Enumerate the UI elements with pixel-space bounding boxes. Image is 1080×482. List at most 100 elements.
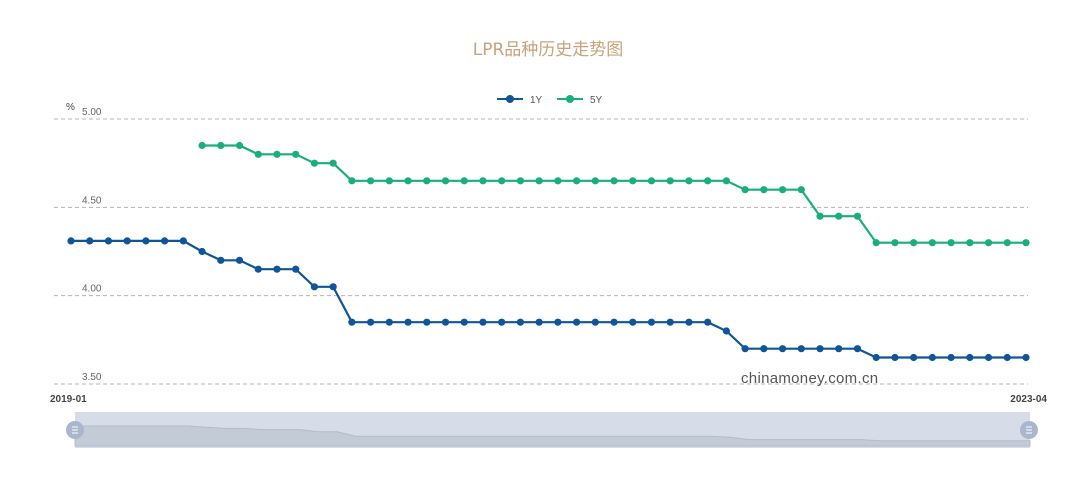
data-point-5y[interactable] — [235, 141, 244, 150]
data-point-5y[interactable] — [928, 239, 936, 247]
data-point-1y[interactable] — [966, 353, 974, 362]
data-point-1y[interactable] — [853, 345, 862, 353]
data-point-1y[interactable] — [666, 318, 674, 326]
data-point-5y[interactable] — [872, 239, 880, 247]
data-point-5y[interactable] — [385, 177, 393, 185]
data-point-1y[interactable] — [179, 237, 187, 245]
data-point-5y[interactable] — [853, 212, 862, 220]
data-point-1y[interactable] — [404, 318, 412, 326]
data-point-5y[interactable] — [778, 186, 787, 194]
data-point-1y[interactable] — [816, 345, 824, 353]
data-point-5y[interactable] — [966, 239, 974, 247]
data-point-1y[interactable] — [67, 237, 75, 245]
data-point-1y[interactable] — [86, 237, 94, 245]
data-point-1y[interactable] — [591, 318, 599, 326]
data-point-1y[interactable] — [329, 283, 337, 291]
data-point-1y[interactable] — [479, 318, 487, 326]
data-point-5y[interactable] — [722, 177, 730, 185]
data-point-1y[interactable] — [235, 256, 244, 264]
data-point-5y[interactable] — [666, 177, 674, 185]
legend-item-1y[interactable]: 1Y — [497, 95, 543, 106]
data-point-5y[interactable] — [348, 177, 356, 185]
data-point-5y[interactable] — [254, 150, 262, 158]
legend-item-5y[interactable]: 5Y — [557, 95, 603, 106]
data-point-1y[interactable] — [647, 318, 656, 326]
data-point-1y[interactable] — [254, 265, 262, 273]
data-point-1y[interactable] — [460, 318, 468, 326]
data-point-1y[interactable] — [685, 318, 693, 326]
data-point-1y[interactable] — [572, 318, 581, 326]
data-point-5y[interactable] — [479, 177, 487, 185]
data-point-1y[interactable] — [104, 237, 113, 245]
data-point-5y[interactable] — [535, 177, 543, 185]
data-point-1y[interactable] — [441, 318, 450, 326]
data-point-1y[interactable] — [123, 237, 131, 245]
data-point-1y[interactable] — [292, 265, 300, 273]
data-point-5y[interactable] — [797, 186, 805, 194]
data-point-5y[interactable] — [947, 239, 955, 247]
data-point-1y[interactable] — [872, 353, 880, 362]
data-point-1y[interactable] — [554, 318, 562, 326]
data-point-5y[interactable] — [910, 239, 918, 247]
data-point-5y[interactable] — [572, 177, 581, 185]
data-point-1y[interactable] — [910, 353, 918, 362]
data-point-1y[interactable] — [535, 318, 543, 326]
data-point-5y[interactable] — [292, 150, 300, 158]
data-point-1y[interactable] — [704, 318, 712, 326]
data-point-1y[interactable] — [385, 318, 393, 326]
data-point-1y[interactable] — [516, 318, 525, 326]
data-point-5y[interactable] — [1003, 239, 1011, 247]
data-point-5y[interactable] — [329, 159, 337, 167]
data-point-5y[interactable] — [591, 177, 599, 185]
data-point-1y[interactable] — [498, 318, 506, 326]
data-point-1y[interactable] — [273, 265, 281, 273]
data-point-5y[interactable] — [741, 186, 749, 194]
data-point-1y[interactable] — [348, 318, 356, 326]
data-point-5y[interactable] — [685, 177, 693, 185]
data-point-5y[interactable] — [610, 177, 618, 185]
data-point-5y[interactable] — [460, 177, 468, 185]
data-point-5y[interactable] — [404, 177, 412, 185]
data-point-1y[interactable] — [891, 353, 899, 362]
data-point-5y[interactable] — [498, 177, 506, 185]
data-point-5y[interactable] — [835, 212, 843, 220]
data-point-1y[interactable] — [778, 345, 787, 353]
data-point-1y[interactable] — [217, 256, 225, 264]
data-point-1y[interactable] — [928, 353, 936, 362]
data-point-1y[interactable] — [423, 318, 431, 326]
slider-start-handle[interactable] — [66, 421, 84, 439]
data-point-5y[interactable] — [1022, 239, 1030, 247]
data-point-1y[interactable] — [310, 283, 319, 291]
data-point-1y[interactable] — [741, 345, 749, 353]
data-point-5y[interactable] — [198, 141, 206, 150]
data-point-5y[interactable] — [647, 177, 656, 185]
data-point-1y[interactable] — [722, 327, 730, 335]
data-point-1y[interactable] — [984, 353, 993, 362]
data-point-5y[interactable] — [760, 186, 768, 194]
data-point-1y[interactable] — [142, 237, 150, 245]
data-point-5y[interactable] — [516, 177, 525, 185]
data-point-5y[interactable] — [217, 141, 225, 150]
data-point-1y[interactable] — [629, 318, 637, 326]
data-point-1y[interactable] — [835, 345, 843, 353]
data-point-1y[interactable] — [161, 237, 169, 245]
data-point-5y[interactable] — [704, 177, 712, 185]
data-point-1y[interactable] — [1022, 353, 1030, 362]
data-point-5y[interactable] — [310, 159, 319, 167]
data-point-1y[interactable] — [610, 318, 618, 326]
data-point-1y[interactable] — [367, 318, 375, 326]
slider-end-handle[interactable] — [1020, 421, 1038, 439]
data-point-5y[interactable] — [629, 177, 637, 185]
data-point-5y[interactable] — [273, 150, 281, 158]
data-point-5y[interactable] — [554, 177, 562, 185]
data-point-1y[interactable] — [198, 247, 206, 256]
data-point-1y[interactable] — [947, 353, 955, 362]
data-point-1y[interactable] — [797, 345, 805, 353]
data-point-5y[interactable] — [984, 239, 993, 247]
range-slider[interactable] — [66, 412, 1038, 448]
data-point-1y[interactable] — [1003, 353, 1011, 362]
data-point-1y[interactable] — [760, 345, 768, 353]
data-point-5y[interactable] — [423, 177, 431, 185]
data-point-5y[interactable] — [441, 177, 450, 185]
data-point-5y[interactable] — [891, 239, 899, 247]
